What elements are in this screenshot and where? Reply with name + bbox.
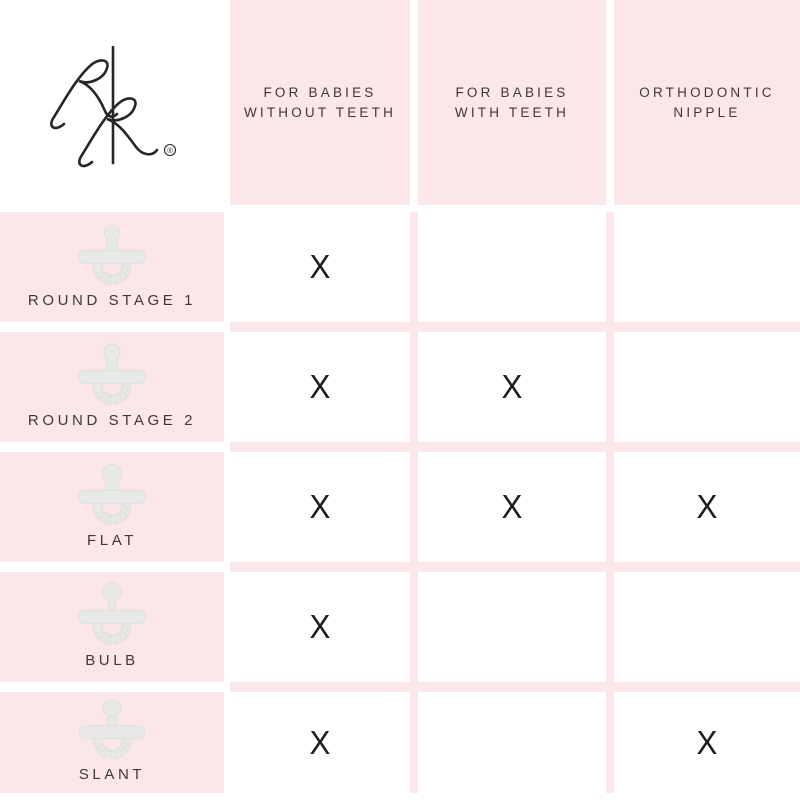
header-label-line: ORTHODONTIC <box>639 84 775 100</box>
column-header-for-babies-with-teeth: FOR BABIES WITH TEETH <box>418 0 606 205</box>
brand-logo: ® <box>50 45 177 168</box>
matrix-cell-round-stage-1-without-teeth: X <box>230 212 410 322</box>
x-mark: X <box>309 608 331 645</box>
row-label: BULB <box>85 652 139 669</box>
pacifier-round-stage-2-icon <box>77 343 147 406</box>
row-label: ROUND STAGE 1 <box>27 292 197 309</box>
header-label-line: NIPPLE <box>673 104 741 120</box>
x-mark: X <box>309 488 331 525</box>
header-label-line: WITH TEETH <box>454 104 570 120</box>
svg-text:®: ® <box>167 146 173 155</box>
pacifier-bulb-icon <box>77 582 147 646</box>
matrix-cell-bulb-orthodontic <box>614 572 800 682</box>
brand-monogram-r2-icon <box>78 97 159 168</box>
matrix-cell-flat-with-teeth: X <box>418 452 606 562</box>
matrix-cell-flat-orthodontic: X <box>614 452 800 562</box>
x-mark: X <box>309 368 331 405</box>
row-label: FLAT <box>87 532 137 549</box>
x-mark: X <box>501 368 523 405</box>
row-label-cell-bulb: BULB <box>0 572 224 682</box>
x-mark: X <box>696 723 718 761</box>
pacifier-flat-icon <box>77 464 147 526</box>
matrix-cell-round-stage-2-without-teeth: X <box>230 332 410 442</box>
brand-cell: ® <box>0 0 224 205</box>
row-label: SLANT <box>78 766 146 783</box>
matrix-cell-round-stage-2-orthodontic <box>614 332 800 442</box>
pacifier-round-stage-1-icon <box>77 224 147 286</box>
row-label-cell-round-stage-1: ROUND STAGE 1 <box>0 212 224 322</box>
header-label-line: FOR BABIES <box>263 84 377 100</box>
column-header-orthodontic-nipple: ORTHODONTIC NIPPLE <box>614 0 800 205</box>
header-label-line: WITHOUT TEETH <box>243 104 397 120</box>
pacifier-slant-icon <box>78 699 146 760</box>
matrix-cell-bulb-with-teeth <box>418 572 606 682</box>
row-label: ROUND STAGE 2 <box>27 412 197 429</box>
header-label-line: FOR BABIES <box>455 84 569 100</box>
matrix-cell-round-stage-1-orthodontic <box>614 212 800 322</box>
registered-mark: ® <box>163 143 177 157</box>
matrix-cell-round-stage-1-with-teeth <box>418 212 606 322</box>
row-label-cell-round-stage-2: ROUND STAGE 2 <box>0 332 224 442</box>
matrix-cell-round-stage-2-with-teeth: X <box>418 332 606 442</box>
brand-monogram-r1-icon <box>50 59 119 130</box>
x-mark: X <box>309 248 331 285</box>
column-header-for-babies-without-teeth: FOR BABIES WITHOUT TEETH <box>230 0 410 205</box>
matrix-cell-slant-orthodontic: X <box>614 692 800 793</box>
x-mark: X <box>501 488 523 525</box>
row-label-cell-slant: SLANT <box>0 692 224 793</box>
matrix-cell-flat-without-teeth: X <box>230 452 410 562</box>
matrix-cell-slant-with-teeth <box>418 692 606 793</box>
x-mark: X <box>696 488 718 525</box>
row-label-cell-flat: FLAT <box>0 452 224 562</box>
matrix-cell-bulb-without-teeth: X <box>230 572 410 682</box>
matrix-cell-slant-without-teeth: X <box>230 692 410 793</box>
x-mark: X <box>309 723 331 761</box>
